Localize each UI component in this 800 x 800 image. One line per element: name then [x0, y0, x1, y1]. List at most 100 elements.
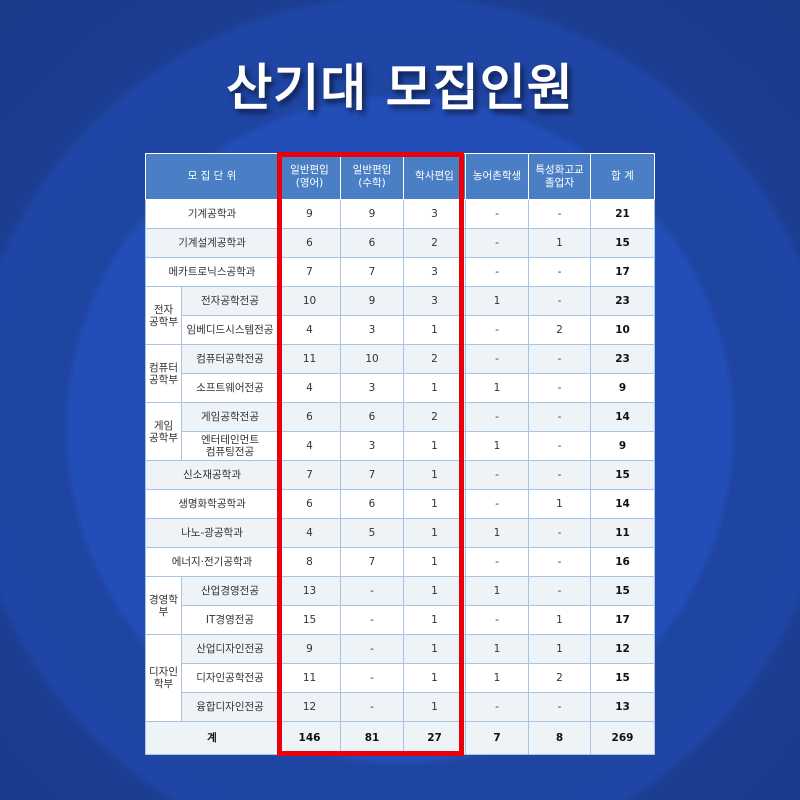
- unit-name: 융합디자인전공: [181, 692, 279, 722]
- value-cell: 1: [465, 634, 529, 664]
- value-cell: 11: [278, 663, 341, 693]
- total-value: 81: [340, 721, 404, 755]
- value-cell: 7: [340, 547, 404, 577]
- value-cell: 4: [278, 315, 341, 345]
- value-cell: 3: [403, 286, 466, 316]
- table-row: 컴퓨터 공학부 컴퓨터공학전공 11 10 2- -23: [145, 344, 655, 403]
- unit-name: 임베디드시스템전공: [181, 315, 279, 345]
- value-cell: -: [340, 663, 404, 693]
- value-cell: 12: [590, 634, 655, 664]
- value-cell: 9: [340, 286, 404, 316]
- value-cell: 13: [278, 576, 341, 606]
- unit-name: 산업디자인전공: [181, 634, 279, 664]
- column-header: 모 집 단 위: [145, 153, 279, 200]
- value-cell: 1: [403, 692, 466, 722]
- value-cell: 1: [403, 489, 466, 519]
- total-value: 27: [403, 721, 466, 755]
- value-cell: 9: [590, 431, 655, 461]
- value-cell: 16: [590, 547, 655, 577]
- group-name: 경영학 부: [145, 576, 182, 635]
- group-name: 게임 공학부: [145, 402, 182, 461]
- value-cell: -: [465, 547, 529, 577]
- unit-name: 기계설계공학과: [145, 228, 279, 258]
- value-cell: 23: [590, 344, 655, 374]
- value-cell: 15: [278, 605, 341, 635]
- value-cell: -: [528, 547, 591, 577]
- value-cell: 11: [590, 518, 655, 548]
- page-title: 산기대 모집인원: [226, 59, 574, 117]
- value-cell: 6: [278, 402, 341, 432]
- table-row: 메카트로닉스공학과 7 7 3- -17: [145, 257, 655, 287]
- unit-name: 컴퓨터공학전공: [181, 344, 279, 374]
- value-cell: 9: [590, 373, 655, 403]
- value-cell: 21: [590, 199, 655, 229]
- value-cell: -: [528, 344, 591, 374]
- table-row: 소프트웨어전공 4 3 1 1-9: [146, 373, 655, 403]
- value-cell: 9: [278, 199, 341, 229]
- value-cell: 12: [278, 692, 341, 722]
- value-cell: 1: [465, 286, 529, 316]
- value-cell: 9: [278, 634, 341, 664]
- value-cell: 10: [340, 344, 404, 374]
- unit-name: 게임공학전공: [181, 402, 279, 432]
- table-row: 디자인 학부 산업디자인전공 9-1 1 1 12: [145, 634, 655, 722]
- value-cell: 15: [590, 228, 655, 258]
- value-cell: -: [528, 576, 591, 606]
- value-cell: -: [528, 286, 591, 316]
- value-cell: 1: [403, 460, 466, 490]
- value-cell: 4: [278, 373, 341, 403]
- value-cell: -: [465, 344, 529, 374]
- value-cell: 1: [465, 431, 529, 461]
- table-row: IT경영전공 15-1-1 17: [146, 605, 655, 635]
- value-cell: 14: [590, 489, 655, 519]
- unit-name: 소프트웨어전공: [181, 373, 279, 403]
- table-row: 생명화학공학과 6 6 1-1 14: [145, 489, 655, 519]
- table-row: 전자 공학부 전자공학전공 10 9 3 1-23: [145, 286, 655, 345]
- value-cell: -: [528, 692, 591, 722]
- value-cell: 7: [340, 460, 404, 490]
- value-cell: 1: [528, 489, 591, 519]
- table-row: 엔터테인먼트 컴퓨팅전공 4 3 1 1-9: [146, 431, 655, 461]
- unit-name: 생명화학공학과: [145, 489, 279, 519]
- value-cell: -: [465, 692, 529, 722]
- value-cell: 10: [590, 315, 655, 345]
- column-header: 합 계: [590, 153, 655, 200]
- table-row: 나노-광공학과 4 5 1 1-11: [145, 518, 655, 548]
- value-cell: 6: [278, 228, 341, 258]
- unit-name: 에너지·전기공학과: [145, 547, 279, 577]
- value-cell: 15: [590, 576, 655, 606]
- value-cell: -: [465, 489, 529, 519]
- value-cell: 7: [278, 460, 341, 490]
- total-value: 7: [465, 721, 529, 755]
- value-cell: 17: [590, 257, 655, 287]
- table-row: 기계공학과 9 9 3- -21: [145, 199, 655, 229]
- value-cell: 6: [340, 228, 404, 258]
- value-cell: 2: [403, 402, 466, 432]
- table-row: 임베디드시스템전공 4 3 1-2 10: [146, 315, 655, 345]
- value-cell: -: [340, 605, 404, 635]
- value-cell: 6: [340, 489, 404, 519]
- value-cell: -: [528, 431, 591, 461]
- value-cell: 1: [528, 634, 591, 664]
- table-row: 기계설계공학과 6 6 2-1 15: [145, 228, 655, 258]
- admission-table: 모 집 단 위 일반편입 (영어) 일반편입 (수학) 학사편입 농어촌학생 특성화고교 졸업자…: [145, 153, 655, 755]
- value-cell: -: [528, 199, 591, 229]
- group-name: 디자인 학부: [145, 634, 182, 722]
- value-cell: 3: [403, 199, 466, 229]
- value-cell: 9: [340, 199, 404, 229]
- value-cell: 8: [278, 547, 341, 577]
- total-value: 269: [590, 721, 655, 755]
- value-cell: 1: [465, 518, 529, 548]
- column-header: 일반편입 (수학): [340, 153, 404, 200]
- unit-name: 전자공학전공: [181, 286, 279, 316]
- group-name: 컴퓨터 공학부: [145, 344, 182, 403]
- value-cell: 3: [340, 373, 404, 403]
- value-cell: 7: [278, 257, 341, 287]
- value-cell: 1: [403, 547, 466, 577]
- value-cell: -: [465, 199, 529, 229]
- value-cell: 7: [340, 257, 404, 287]
- value-cell: -: [528, 460, 591, 490]
- value-cell: 1: [403, 576, 466, 606]
- value-cell: 5: [340, 518, 404, 548]
- table-header-row: 모 집 단 위 일반편입 (영어) 일반편입 (수학) 학사편입 농어촌학생 특성화고교 졸업자…: [145, 153, 655, 200]
